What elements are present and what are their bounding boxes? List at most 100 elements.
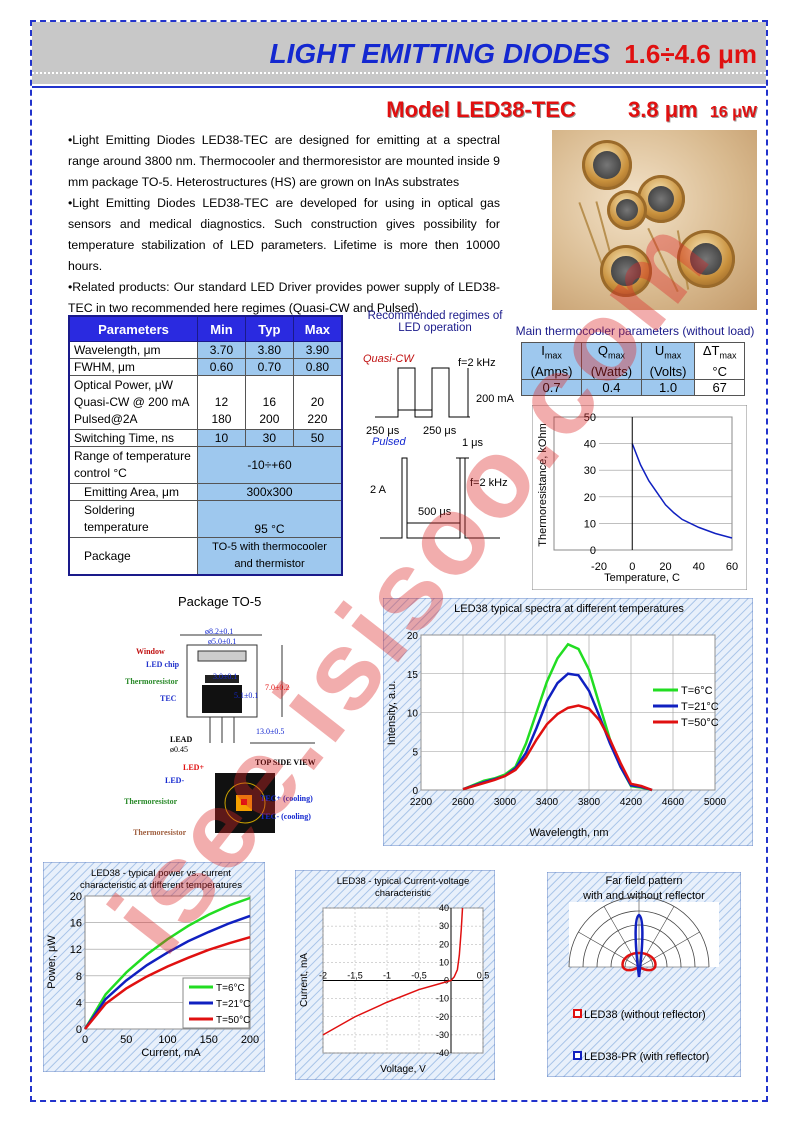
pkg-label: TEC: [160, 694, 177, 703]
tec-title: Main thermocooler parameters (without lo…: [515, 324, 755, 338]
x-tick-label: 3000: [494, 797, 517, 808]
quasi-label: Quasi-CW: [363, 353, 414, 365]
y-tick-label: 40: [584, 439, 596, 451]
param-value: TO-5 with thermocooler and thermistor: [197, 537, 343, 576]
legend-label: T=50°C: [216, 1015, 250, 1026]
title-text: LIGHT EMITTING DIODES: [269, 38, 611, 69]
param-max: 50: [292, 429, 343, 447]
desc-paragraph: •Light Emitting Diodes LED38-TEC are dev…: [68, 196, 500, 273]
plot-area: [553, 416, 733, 551]
title-range: 1.6÷4.6 μm: [624, 39, 757, 69]
legend-label: LED38-PR (with reflector): [584, 1051, 709, 1063]
table-row: Soldering temperature 95 °C: [68, 500, 343, 538]
param-name: Emitting Area, μm: [68, 483, 198, 501]
iv-chart: LED38 - typical Current-voltagecharacter…: [295, 870, 495, 1080]
y-tick-label: 20: [407, 631, 419, 642]
x-tick-label: 200: [241, 1034, 259, 1046]
y-tick-label: 10: [584, 518, 596, 530]
legend-swatch: [573, 1051, 582, 1060]
header-divider: [32, 86, 766, 88]
y-tick-label: 8: [76, 971, 82, 983]
t3-label: 1 μs: [462, 437, 484, 449]
pkg-label: LED chip: [146, 660, 180, 669]
model-line: Model LED38-TEC 3.8 μm 16 μW: [386, 97, 757, 123]
col-header: Typ: [244, 315, 294, 342]
table-row: Emitting Area, μm 300x300: [68, 483, 343, 501]
chart-title: with and without reflector: [582, 890, 705, 902]
polar-bg: [569, 902, 719, 967]
power-current-chart: LED38 - typical power vs. currentcharact…: [43, 862, 265, 1072]
param-typ: 16 200: [244, 375, 294, 430]
param-name: Range of temperature control °C: [68, 446, 198, 484]
legend-label: T=6°C: [216, 983, 245, 994]
param-typ: 0.70: [244, 358, 294, 376]
pkg-dim: ø8.2±0.1: [205, 627, 234, 636]
tec-value: 67: [694, 378, 745, 396]
current1-label: 200 mA: [476, 393, 514, 405]
x-tick-label: 0: [82, 1034, 88, 1046]
y-axis-label: Intensity, a.u.: [386, 681, 398, 746]
x-tick-label: 3400: [536, 797, 559, 808]
x-tick-label: 3800: [578, 797, 601, 808]
x-tick-label: 20: [659, 561, 671, 573]
legend-swatch: [573, 1009, 582, 1018]
y-tick-label: 5: [412, 747, 418, 758]
param-min: 0.60: [197, 358, 246, 376]
x-tick-label: 40: [693, 561, 705, 573]
legend-label: T=21°C: [681, 701, 719, 713]
y-axis-label: Current, mA: [299, 953, 310, 1007]
param-name: Package: [68, 537, 198, 576]
x-tick-label: 4600: [662, 797, 685, 808]
y-tick-label: 20: [70, 891, 82, 903]
regimes-diagram: [375, 367, 500, 539]
param-value: 95 °C: [197, 500, 343, 538]
t4-label: 500 μs: [418, 506, 452, 518]
pkg-dim: ø5.0±0.1: [208, 637, 237, 646]
chart-title: LED38 - typical power vs. current: [91, 868, 231, 879]
model-name: Model LED38-TEC: [386, 97, 576, 122]
spectra-chart: LED38 typical spectra at different tempe…: [383, 598, 753, 846]
y-tick-label: -40: [436, 1048, 449, 1058]
package-title: Package TO-5: [178, 594, 262, 609]
tec-header: Imax (Amps): [520, 342, 583, 380]
pkg-dim: 13.0±0.5: [256, 727, 285, 736]
pkg-dim: 3.0±0.1: [213, 672, 238, 681]
tec-header: ΔTmax °C: [694, 342, 745, 380]
param-name: Optical Power, μW Quasi-CW @ 200 mA Pulsed…: [68, 375, 198, 430]
polar-spoke: [603, 906, 640, 968]
legend-label: T=50°C: [681, 717, 719, 729]
pkg-dim: 7.0±0.2: [265, 683, 290, 692]
chart-title: characteristic at different temperatures: [80, 880, 242, 891]
table-row: Range of temperature control °C -10÷+60: [68, 446, 343, 484]
pkg-label: Window: [136, 647, 165, 656]
page-frame: [30, 20, 768, 1102]
pkg-label: TEC+ (cooling): [260, 794, 313, 803]
y-tick-label: 15: [407, 670, 419, 681]
product-photo: [552, 130, 757, 310]
y-tick-label: 30: [439, 921, 449, 931]
x-tick-label: -20: [591, 561, 607, 573]
legend-label: LED38 (without reflector): [584, 1009, 706, 1021]
series-line: [83, 896, 251, 1030]
param-max: 20 220: [292, 375, 343, 430]
x-tick-label: 50: [120, 1034, 132, 1046]
col-header: Min: [197, 315, 246, 342]
series-line: [84, 936, 251, 1030]
t2-label: 250 μs: [423, 425, 457, 437]
x-tick-label: 100: [158, 1034, 176, 1046]
param-min: 10: [197, 429, 246, 447]
param-min: 12 180: [197, 375, 246, 430]
x-tick-label: 4200: [620, 797, 643, 808]
y-tick-label: 0: [76, 1024, 82, 1036]
pulsed-label: Pulsed: [372, 436, 406, 448]
pkg-label: TEC- (cooling): [260, 812, 311, 821]
y-tick-label: 50: [584, 412, 596, 424]
t1-label: 250 μs: [366, 425, 400, 437]
series-blue-pattern: [634, 913, 644, 978]
param-name: Wavelength, μm: [68, 341, 198, 359]
x-tick-label: -0,5: [411, 971, 427, 981]
y-tick-label: 0: [412, 786, 418, 797]
y-tick-label: 10: [439, 957, 449, 967]
col-header: Max: [292, 315, 343, 342]
param-value: -10÷+60: [197, 446, 343, 484]
